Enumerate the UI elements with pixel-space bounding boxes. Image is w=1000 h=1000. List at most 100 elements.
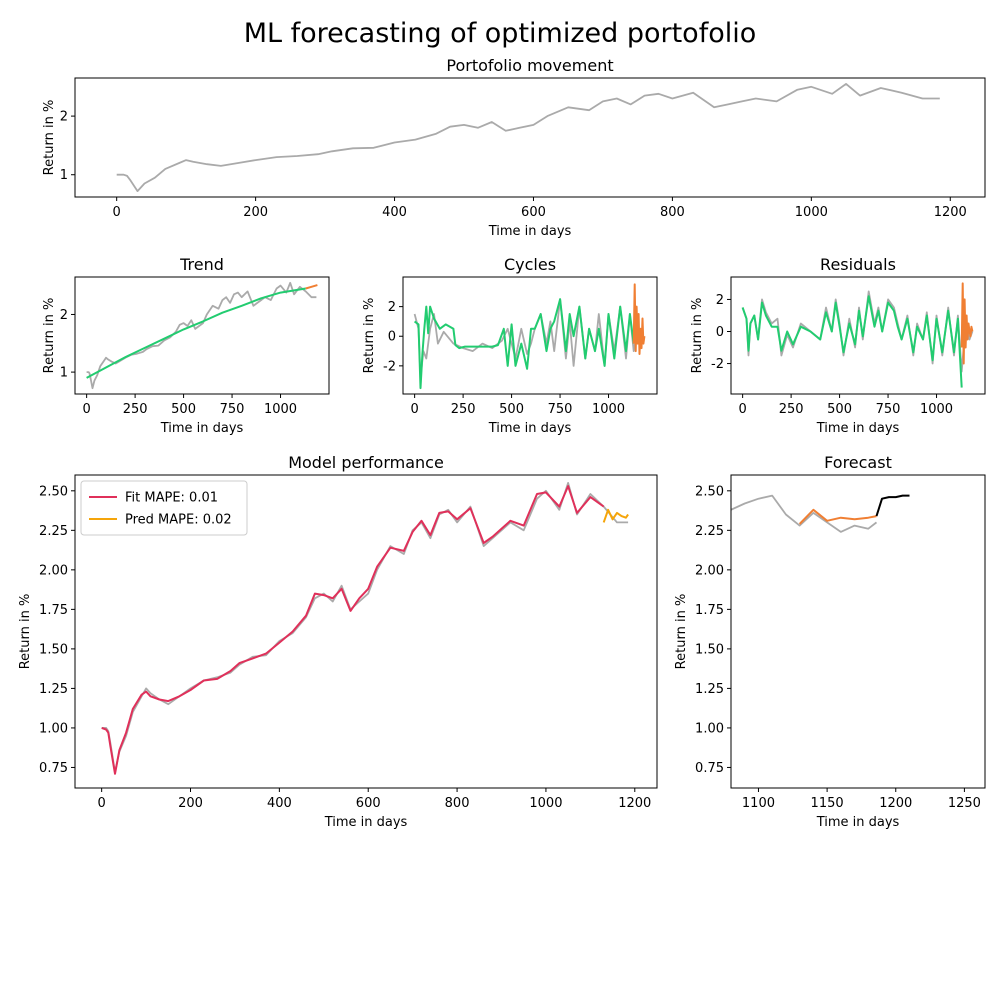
chart-movement: Portofolio movement 0 200 400 600 800 1000 1200… (42, 56, 986, 239)
y-tick-label: 0.75 (695, 761, 724, 776)
y-tick-label: 1.00 (39, 721, 68, 736)
series-component-line (86, 287, 306, 379)
y-tick-label: 1.50 (39, 642, 68, 657)
y-tick-label: 0 (716, 325, 724, 340)
series-group (101, 481, 629, 775)
x-axis-label: Time in days (488, 224, 572, 239)
series-component_forecast-line (305, 284, 318, 290)
y-tick-label: 2.25 (695, 524, 724, 539)
series-component_forecast-line (632, 283, 646, 355)
plot-frame (74, 77, 986, 198)
y-tick-label: 1 (60, 168, 68, 183)
x-axis-label: Time in days (816, 421, 900, 436)
x-tick-label: 750 (220, 402, 245, 417)
y-axis-label: Return in % (362, 298, 377, 374)
y-tick-label: 2 (388, 300, 396, 315)
plot-frame (74, 474, 658, 789)
series-component-line (413, 298, 635, 390)
series-actual-line (116, 83, 940, 193)
x-tick-label: 200 (178, 796, 203, 811)
y-tick-label: 1.50 (695, 642, 724, 657)
x-axis-label: Time in days (160, 421, 244, 436)
x-axis-label: Time in days (816, 815, 900, 830)
chart-performance: Model performance 0 200 400 600 800 1000 1200 0.… (18, 453, 658, 830)
series-pred-line (602, 508, 629, 523)
series-actual-line (101, 481, 629, 774)
legend-box (80, 480, 248, 536)
x-tick-label: 1000 (592, 402, 625, 417)
y-tick-label: 2.50 (39, 484, 68, 499)
chart-cycles: Cycles 0 250 500 750 1000 -2 0 2 Time in days Retu… (362, 255, 658, 436)
chart-title: Model performance (288, 453, 444, 472)
chart-title: Cycles (504, 255, 556, 274)
y-tick-label: 1.25 (39, 682, 68, 697)
legend: Fit MAPE: 0.01 Pred MAPE: 0.02 (80, 480, 248, 536)
series-actual-line (86, 281, 317, 390)
chart-title: Trend (179, 255, 224, 274)
x-tick-label: 0 (738, 402, 746, 417)
series-group (116, 83, 940, 193)
legend-entry: Fit MAPE: 0.01 (125, 491, 218, 506)
x-tick-label: 0 (113, 205, 121, 220)
x-tick-label: 1200 (618, 796, 651, 811)
series-forecast_future-line (875, 494, 910, 517)
y-tick-label: 0.75 (39, 761, 68, 776)
y-tick-label: 2 (60, 308, 68, 323)
y-tick-label: 2 (60, 110, 68, 125)
y-axis-label: Return in % (42, 100, 57, 176)
series-fit-line (101, 485, 605, 775)
x-tick-label: 1200 (879, 796, 912, 811)
y-tick-label: -2 (383, 359, 396, 374)
chart-residuals: Residuals 0 250 500 750 1000 -2 0 2 Time in days R… (690, 255, 986, 436)
series-group (413, 283, 646, 390)
series-group (86, 281, 318, 390)
y-tick-label: -2 (711, 357, 724, 372)
x-tick-label: 0 (410, 402, 418, 417)
x-tick-label: 800 (660, 205, 685, 220)
plot-frame (730, 474, 986, 789)
x-tick-label: 500 (827, 402, 852, 417)
plot-frame (730, 276, 986, 395)
y-tick-label: 1 (60, 366, 68, 381)
x-tick-label: 600 (356, 796, 381, 811)
legend-entry: Pred MAPE: 0.02 (125, 513, 232, 528)
x-axis-label: Time in days (488, 421, 572, 436)
series-group (741, 282, 974, 388)
y-tick-label: 1.75 (695, 603, 724, 618)
x-tick-label: 1000 (529, 796, 562, 811)
y-tick-label: 0 (388, 330, 396, 345)
x-tick-label: 250 (451, 402, 476, 417)
y-tick-label: 2.00 (39, 563, 68, 578)
figure-title: ML forecasting of optimized portofolio (244, 18, 757, 49)
x-tick-label: 250 (123, 402, 148, 417)
x-tick-label: 1200 (934, 205, 967, 220)
plot-frame (402, 276, 658, 395)
chart-trend: Trend 0 250 500 750 1000 1 2 Time in days Return … (42, 255, 330, 436)
x-tick-label: 800 (445, 796, 470, 811)
x-tick-label: 1000 (795, 205, 828, 220)
x-tick-label: 1250 (948, 796, 981, 811)
x-tick-label: 0 (82, 402, 90, 417)
chart-forecast: Forecast 1100 1150 1200 1250 0.75 1.00 1.25 1.50… (674, 453, 986, 830)
series-component_forecast-line (960, 282, 974, 365)
x-tick-label: 750 (876, 402, 901, 417)
x-axis-label: Time in days (324, 815, 408, 830)
x-tick-label: 200 (243, 205, 268, 220)
x-tick-label: 750 (548, 402, 573, 417)
plot-frame (74, 276, 330, 395)
series-group (731, 494, 910, 533)
y-tick-label: 1.75 (39, 603, 68, 618)
y-axis-label: Return in % (18, 594, 33, 670)
x-tick-label: 1150 (811, 796, 844, 811)
chart-title: Residuals (820, 255, 896, 274)
x-tick-label: 1000 (920, 402, 953, 417)
chart-title: Forecast (824, 453, 892, 472)
y-axis-label: Return in % (42, 298, 57, 374)
x-tick-label: 400 (267, 796, 292, 811)
y-tick-label: 2 (716, 293, 724, 308)
y-axis-label: Return in % (674, 594, 689, 670)
x-tick-label: 500 (499, 402, 524, 417)
x-tick-label: 1000 (264, 402, 297, 417)
x-tick-label: 1100 (742, 796, 775, 811)
